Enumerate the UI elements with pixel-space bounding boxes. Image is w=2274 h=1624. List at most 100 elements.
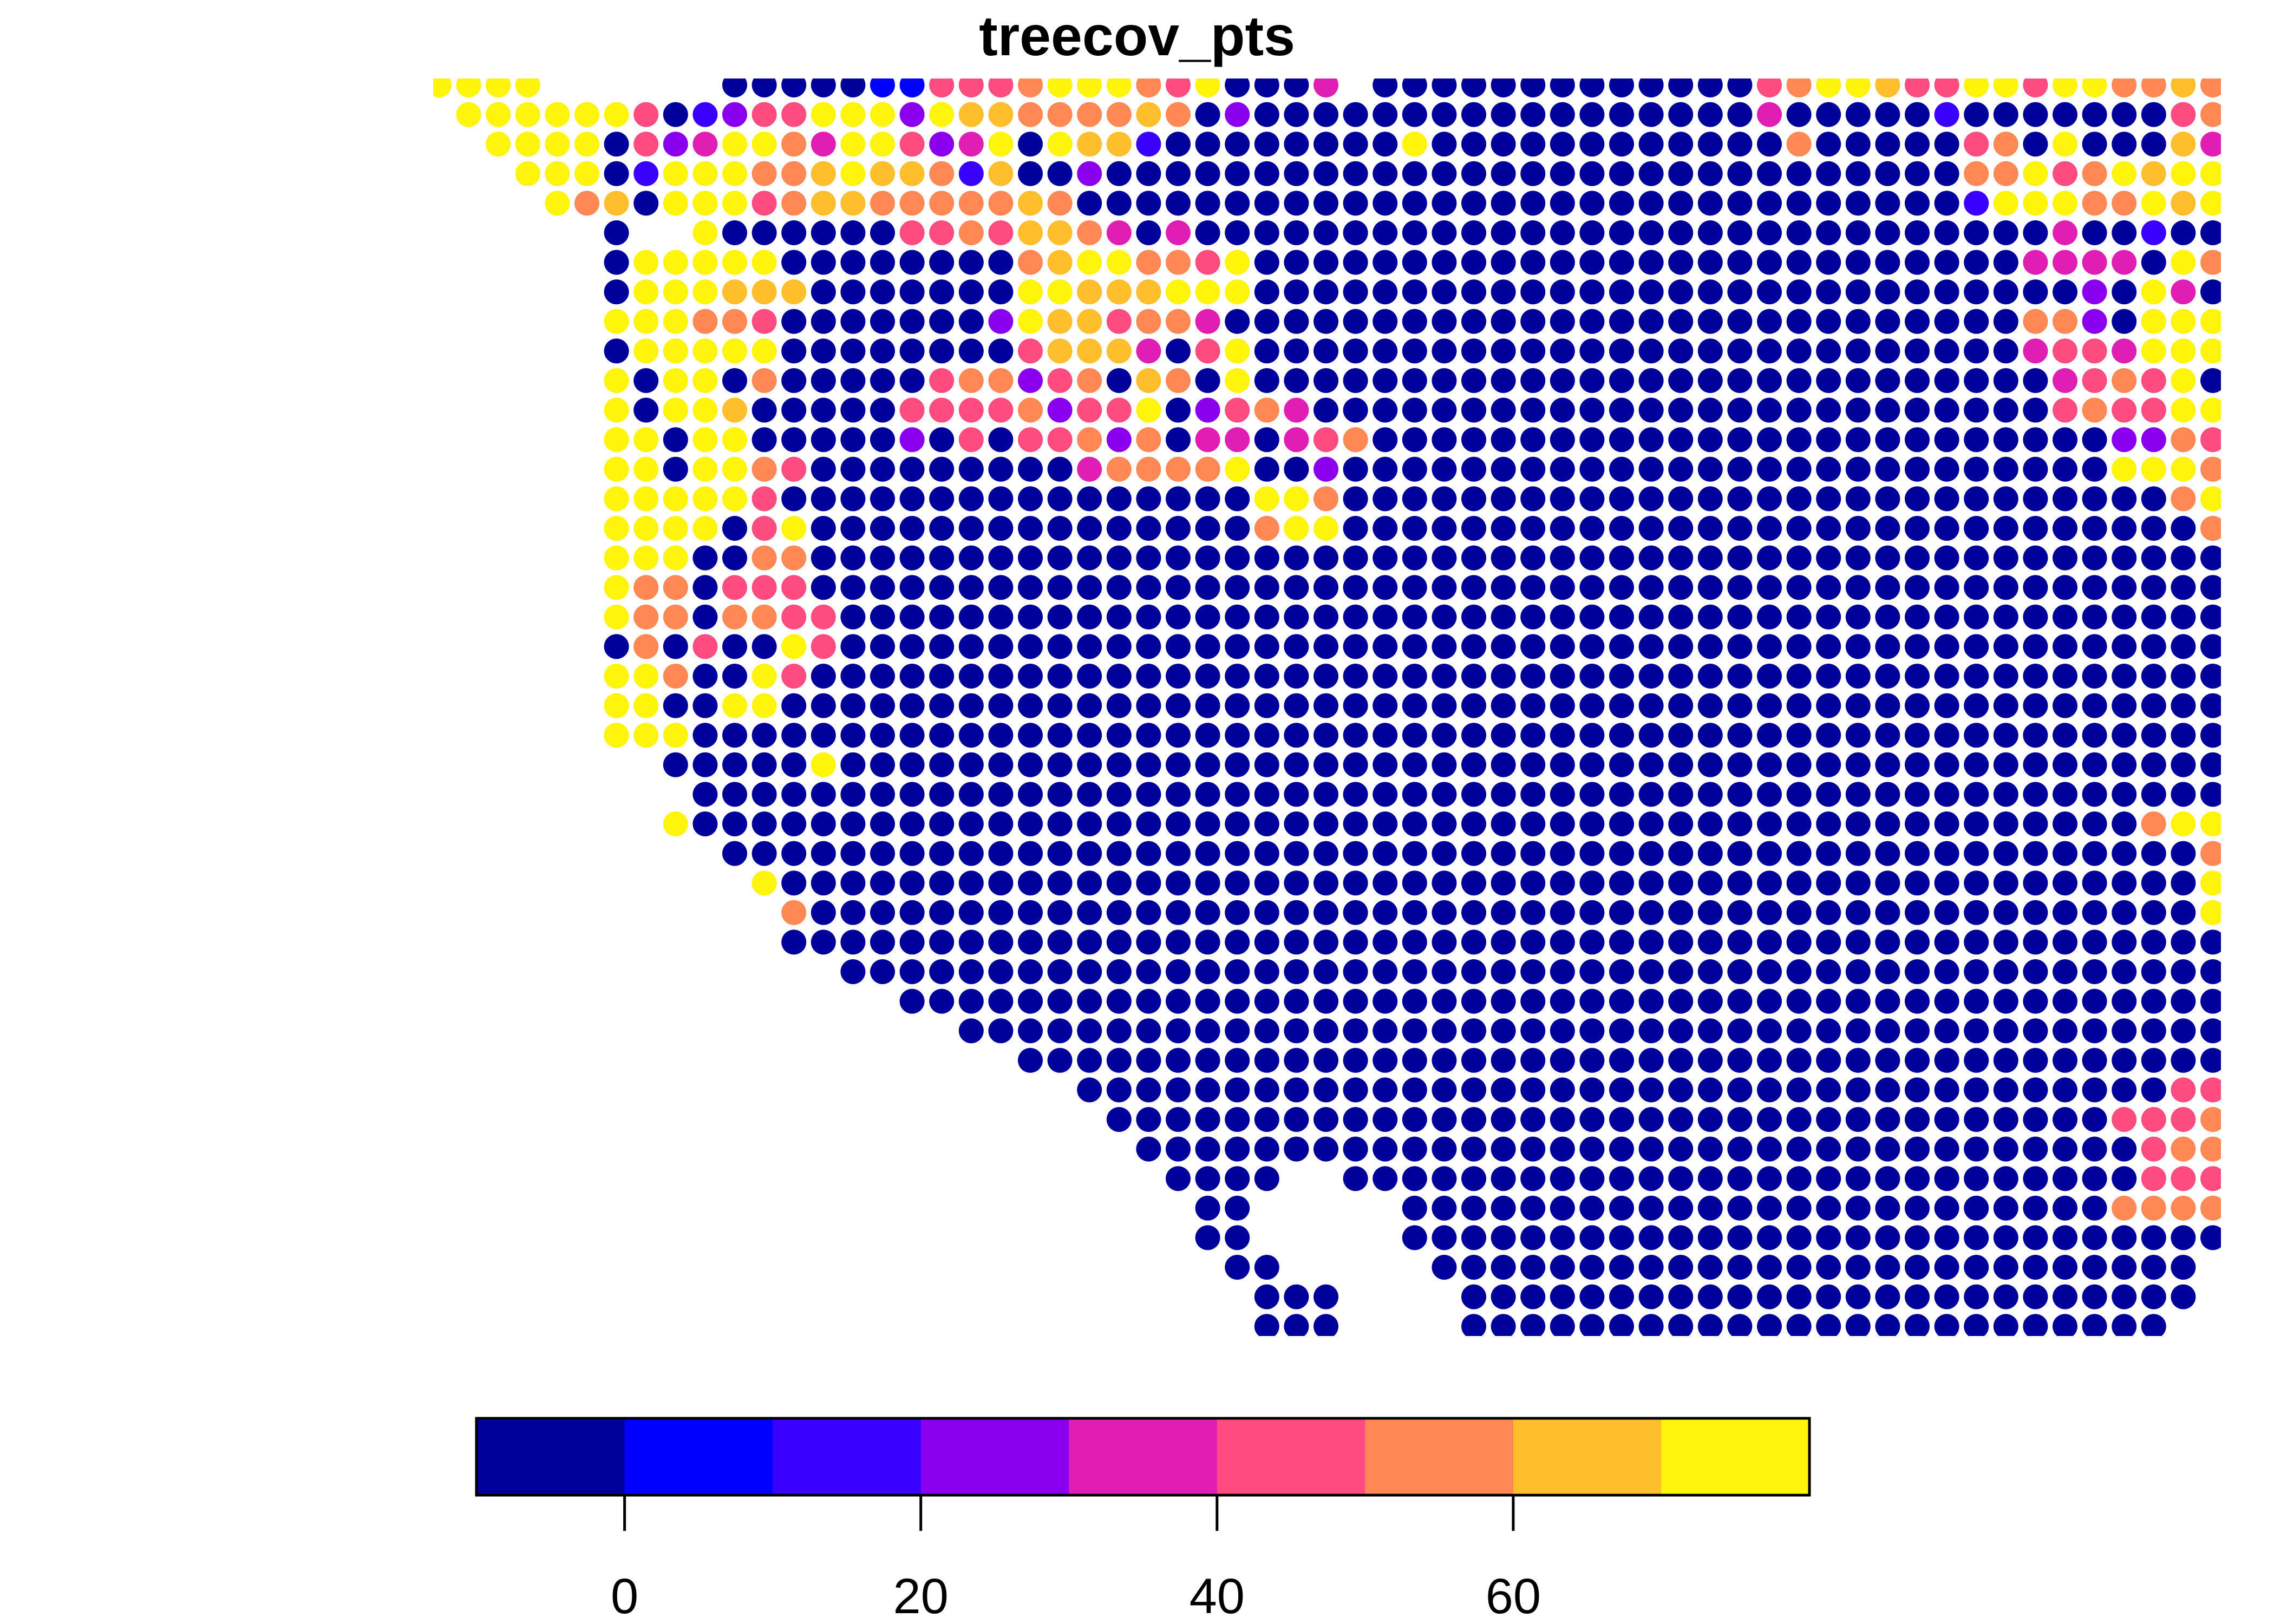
map-point (1166, 1018, 1191, 1044)
map-point (870, 545, 895, 571)
map-point (1579, 1166, 1605, 1191)
map-point (2141, 1018, 2166, 1044)
map-point (1254, 279, 1279, 305)
map-point (2171, 634, 2196, 659)
map-point (1905, 870, 1930, 896)
map-point (1432, 988, 1457, 1014)
map-point (1816, 545, 1841, 571)
map-point (633, 516, 659, 541)
map-point (2200, 811, 2221, 836)
map-point (781, 545, 807, 571)
map-point (988, 664, 1014, 689)
map-point (1550, 1107, 1575, 1132)
map-point (929, 811, 955, 836)
map-point (781, 516, 807, 541)
map-point (663, 634, 688, 659)
map-point (1905, 752, 1930, 777)
map-point (929, 575, 955, 600)
map-point (1136, 811, 1161, 836)
map-point (1461, 1314, 1486, 1336)
map-point (958, 456, 984, 482)
map-point (899, 309, 925, 334)
map-point (1284, 1077, 1309, 1103)
map-point (2141, 752, 2166, 777)
map-point (1195, 368, 1220, 393)
map-point (663, 723, 688, 748)
map-point (1225, 1136, 1250, 1162)
map-point (2112, 1047, 2137, 1073)
map-point (1047, 78, 1073, 97)
map-point (1934, 900, 1959, 925)
map-point (2023, 1225, 2048, 1250)
map-point (1343, 397, 1368, 423)
map-point (1550, 811, 1575, 836)
map-point (1077, 664, 1102, 689)
map-point (1284, 545, 1309, 571)
map-point (1550, 841, 1575, 866)
map-point (2141, 1166, 2166, 1191)
map-point (1461, 545, 1486, 571)
map-point (2023, 456, 2048, 482)
map-point (1697, 309, 1723, 334)
map-point (752, 102, 777, 127)
map-point (1786, 1136, 1812, 1162)
map-point (811, 782, 836, 807)
map-point (1697, 1225, 1723, 1250)
map-point (1461, 1018, 1486, 1044)
map-point (1402, 338, 1427, 364)
map-point (1727, 723, 1753, 748)
map-point (2141, 1314, 2166, 1336)
map-point (752, 841, 777, 866)
map-point (1757, 1107, 1782, 1132)
map-point (1432, 575, 1457, 600)
map-point (663, 604, 688, 630)
map-point (1373, 250, 1398, 275)
map-point (840, 279, 866, 305)
map-point (1905, 811, 1930, 836)
map-point (1402, 1047, 1427, 1073)
map-point (1934, 1255, 1959, 1280)
map-point (1697, 250, 1723, 275)
map-point (604, 161, 629, 186)
map-point (1106, 575, 1132, 600)
map-point (1905, 102, 1930, 127)
map-point (1254, 811, 1279, 836)
map-point (988, 900, 1014, 925)
map-point (1491, 723, 1516, 748)
map-point (958, 664, 984, 689)
map-point (1106, 1047, 1132, 1073)
map-point (1136, 397, 1161, 423)
map-point (1845, 1136, 1871, 1162)
map-point (1845, 397, 1871, 423)
map-point (1668, 929, 1694, 955)
map-point (1225, 929, 1250, 955)
map-point (752, 782, 777, 807)
map-point (1047, 723, 1073, 748)
map-point (1668, 545, 1694, 571)
map-point (2023, 870, 2048, 896)
map-point (1905, 1107, 1930, 1132)
map-point (1018, 161, 1043, 186)
map-point (1786, 929, 1812, 955)
map-point (2112, 870, 2137, 896)
map-point (1934, 959, 1959, 984)
map-point (1727, 338, 1753, 364)
map-point (633, 634, 659, 659)
map-point (840, 78, 866, 97)
map-point (1579, 782, 1605, 807)
map-point (1609, 191, 1634, 216)
map-point (958, 723, 984, 748)
map-point (1432, 752, 1457, 777)
map-point (1195, 397, 1220, 423)
map-point (1905, 693, 1930, 718)
map-point (1491, 102, 1516, 127)
map-point (633, 250, 659, 275)
map-point (899, 723, 925, 748)
map-point (604, 338, 629, 364)
map-point (1106, 1107, 1132, 1132)
map-point (1373, 545, 1398, 571)
map-point (1550, 102, 1575, 127)
map-point (1905, 575, 1930, 600)
map-point (2200, 1225, 2221, 1250)
map-point (1668, 752, 1694, 777)
